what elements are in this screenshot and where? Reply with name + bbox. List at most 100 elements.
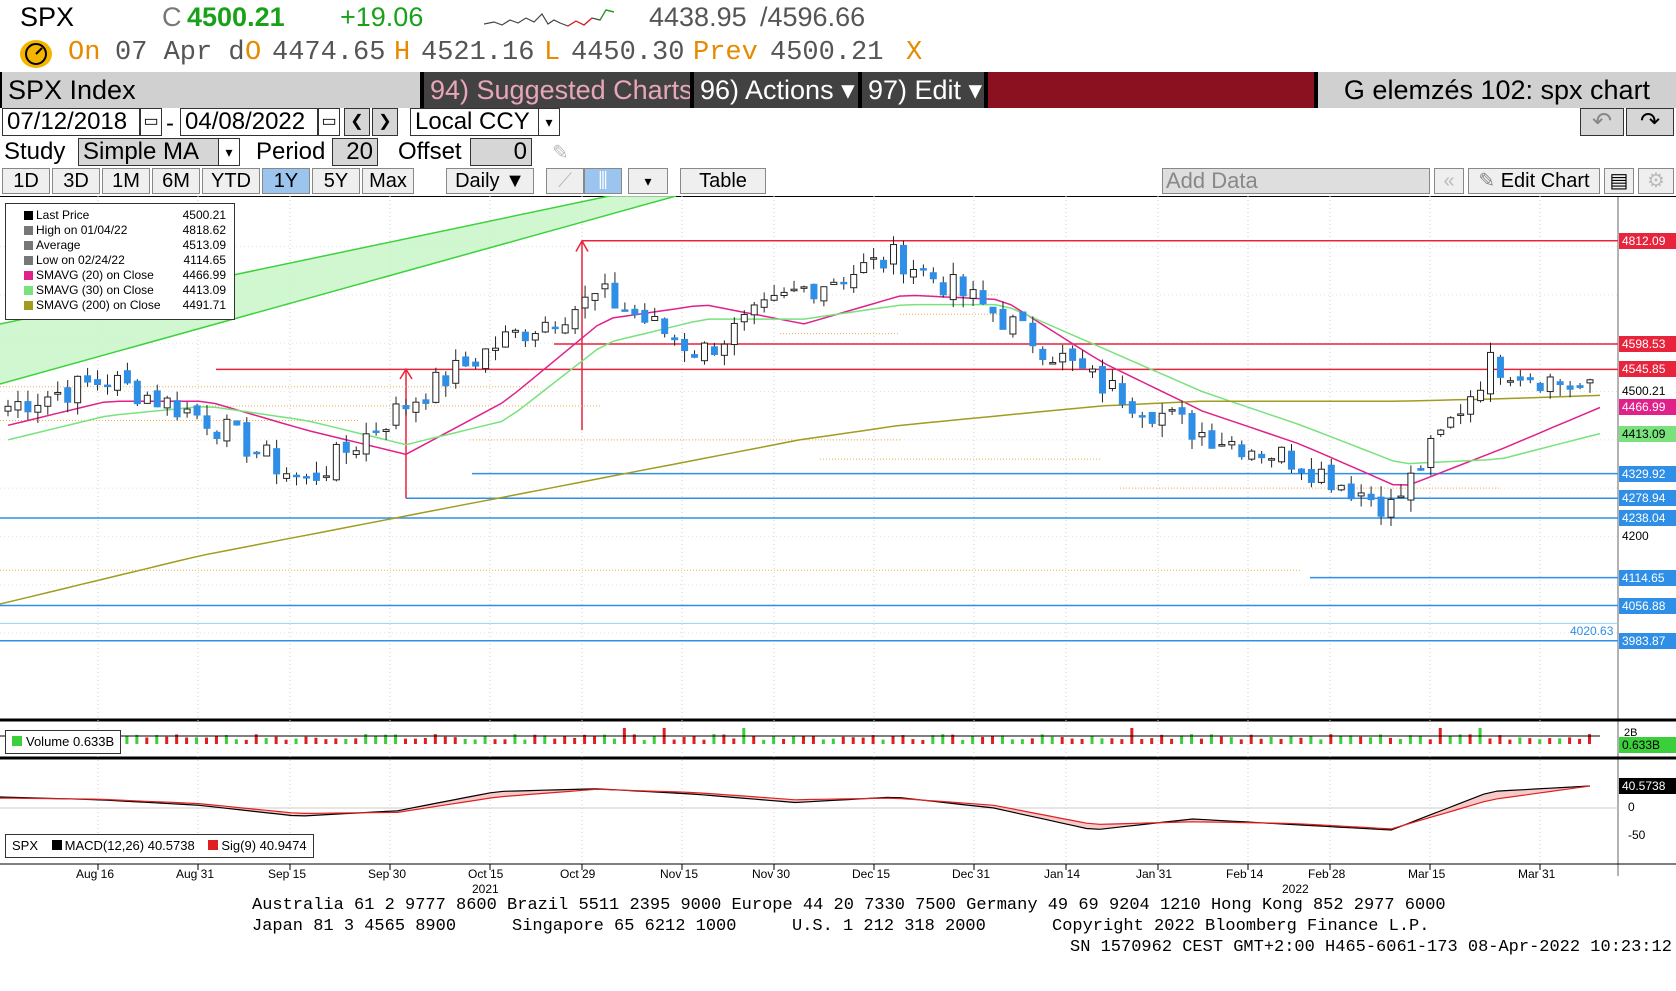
candle-body	[501, 331, 509, 348]
change-value: +19.06	[340, 2, 424, 32]
legend-row[interactable]: SMAVG (200) on Close 4491.71	[6, 298, 234, 313]
moving-averages	[0, 294, 1601, 605]
candle-body	[830, 281, 838, 286]
range-button-6m[interactable]: 6M	[152, 168, 200, 194]
undo-button[interactable]: ↶	[1580, 108, 1624, 136]
range-button-max[interactable]: Max	[362, 168, 414, 194]
start-date-input[interactable]: 07/12/2018	[2, 108, 140, 136]
legend-row[interactable]: High on 01/04/22 4818.62	[6, 223, 234, 238]
volume-bar	[1508, 739, 1512, 744]
suggested-charts-button[interactable]: 94) Suggested Charts	[424, 72, 690, 108]
candle-body	[870, 257, 878, 260]
volume-bar	[1040, 734, 1044, 744]
actions-menu[interactable]: 96) Actions ▾	[694, 72, 858, 108]
volume-bar	[443, 736, 447, 744]
candle-body	[1506, 380, 1514, 383]
study-select[interactable]: Simple MA	[78, 138, 220, 166]
candle-body	[163, 397, 171, 409]
macd-legend[interactable]: SPX MACD(12,26) 40.5738 Sig(9) 40.9474	[5, 834, 314, 858]
next-arrow-button[interactable]: ❯	[372, 108, 398, 136]
offset-input[interactable]: 0	[470, 138, 532, 166]
chevron-down-icon[interactable]: ▾	[538, 108, 560, 136]
table-button[interactable]: Table	[680, 168, 766, 194]
candle-body	[1278, 446, 1286, 463]
volume-bar	[473, 739, 477, 744]
x-axis-label: Dec 31	[952, 867, 991, 881]
volume-bar	[1558, 738, 1562, 744]
legend-row[interactable]: Low on 02/24/22 4114.65	[6, 253, 234, 268]
edit-menu[interactable]: 97) Edit ▾	[862, 72, 984, 108]
volume-bar	[1349, 735, 1353, 744]
candle-body	[432, 371, 440, 403]
volume-bar	[881, 739, 885, 744]
candle-body	[671, 337, 679, 341]
volume-bar	[1239, 739, 1243, 744]
end-date-input[interactable]: 04/08/2022	[180, 108, 318, 136]
legend-row[interactable]: SMAVG (20) on Close 4466.99	[6, 268, 234, 283]
volume-legend[interactable]: Volume 0.633B	[5, 730, 122, 754]
legend-row[interactable]: Last Price 4500.21	[6, 208, 234, 223]
close-value: 4500.21	[187, 2, 285, 32]
prev-arrow-button[interactable]: ❮	[344, 108, 370, 136]
price-chart[interactable]	[0, 196, 1676, 900]
candle-body	[1586, 379, 1594, 384]
line-chart-icon[interactable]: ⟋	[546, 168, 584, 194]
price-tag: 4413.09	[1619, 425, 1676, 442]
calendar-icon[interactable]: ▭	[140, 108, 162, 136]
candle-body	[581, 296, 589, 309]
period-input[interactable]: 20	[332, 138, 378, 166]
candle-body	[1089, 368, 1097, 373]
sparkline	[484, 9, 615, 27]
candle-body	[939, 282, 947, 296]
volume-bar	[782, 738, 786, 744]
range-button-1y[interactable]: 1Y	[262, 168, 310, 194]
range-button-1d[interactable]: 1D	[2, 168, 50, 194]
volume-bar	[1209, 734, 1213, 744]
price-tag: 4812.09	[1619, 232, 1676, 249]
range-button-3d[interactable]: 3D	[52, 168, 100, 194]
currency-select[interactable]: Local CCY	[410, 108, 540, 136]
frequency-select[interactable]: Daily ▼	[446, 168, 534, 194]
add-data-input[interactable]: Add Data	[1162, 168, 1430, 194]
sig-swatch	[208, 840, 219, 850]
gear-icon[interactable]: ⚙	[1638, 168, 1674, 194]
on-label: On	[68, 38, 101, 68]
annotate-icon[interactable]: ▤	[1604, 168, 1634, 194]
bar-chart-icon[interactable]: ⫼	[584, 168, 622, 194]
volume-bar	[334, 738, 338, 744]
range-button-ytd[interactable]: YTD	[202, 168, 260, 194]
candle-body	[770, 294, 778, 301]
volume-bar	[981, 736, 985, 744]
legend-row[interactable]: SMAVG (30) on Close 4413.09	[6, 283, 234, 298]
volume-bar	[234, 739, 238, 744]
legend-swatch	[24, 211, 33, 220]
range-button-5y[interactable]: 5Y	[312, 168, 360, 194]
candle-body	[1427, 437, 1435, 468]
collapse-icon[interactable]: «	[1434, 168, 1464, 194]
x-axis-label: Dec 15	[852, 867, 891, 881]
gauge-icon[interactable]	[20, 40, 52, 68]
chart-type-chevron-icon[interactable]: ▾	[628, 168, 668, 194]
redo-button[interactable]: ↷	[1626, 108, 1674, 136]
candle-body	[1009, 316, 1017, 335]
candle-body	[84, 375, 92, 383]
candle-body	[820, 286, 828, 302]
volume-bar	[165, 736, 169, 744]
volume-bar	[224, 735, 228, 744]
footer-us: U.S. 1 212 318 2000	[792, 917, 986, 936]
security-name[interactable]: SPX Index	[2, 72, 420, 108]
pencil-icon[interactable]: ✎	[552, 142, 569, 164]
volume-bar	[175, 734, 179, 744]
chart-legend[interactable]: Last Price 4500.21 High on 01/04/22 4818.62…	[5, 203, 235, 320]
calendar-icon-end[interactable]: ▭	[318, 108, 340, 136]
candle-body	[492, 347, 500, 351]
legend-row[interactable]: Average 4513.09	[6, 238, 234, 253]
range-button-1m[interactable]: 1M	[102, 168, 150, 194]
volume-bar	[553, 738, 557, 744]
price-tag: 4278.94	[1619, 490, 1676, 507]
study-chevron-icon[interactable]: ▾	[218, 138, 240, 166]
close-x-button[interactable]: X	[906, 38, 923, 68]
edit-chart-button[interactable]: ✎ Edit Chart	[1468, 168, 1600, 194]
volume-bar	[612, 738, 616, 744]
candle-body	[989, 306, 997, 314]
